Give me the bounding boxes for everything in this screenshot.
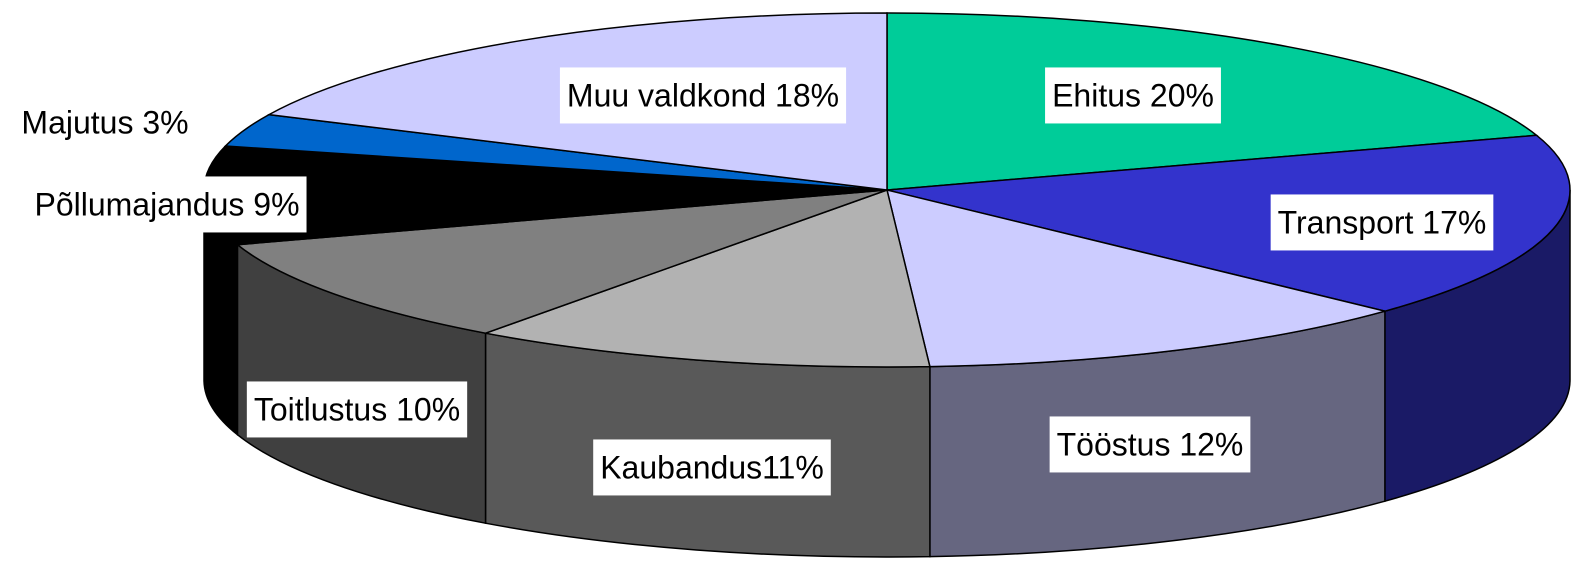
pie-slice <box>885 188 1388 368</box>
pie-slice <box>482 189 931 368</box>
data-label-text: Toitlustus 10% <box>254 391 460 427</box>
data-label-text: Põllumajandus 9% <box>34 186 299 222</box>
data-label: Majutus 3% <box>14 94 196 151</box>
data-label-text: Tööstus 12% <box>1057 426 1244 462</box>
data-label-text: Ehitus 20% <box>1052 77 1214 113</box>
data-label-text: Muu valdkond 18% <box>567 77 839 113</box>
label-box <box>14 94 196 151</box>
pie-slice <box>886 134 1571 312</box>
label-box <box>559 67 847 124</box>
label-box <box>1049 416 1251 473</box>
label-box <box>246 381 468 438</box>
label-box <box>27 176 307 233</box>
pie-slice <box>235 189 888 334</box>
data-label: Tööstus 12% <box>1049 416 1251 473</box>
label-box <box>1270 194 1494 251</box>
label-box <box>593 439 831 496</box>
label-box <box>1045 67 1221 124</box>
data-label: Transport 17% <box>1270 194 1494 251</box>
data-label: Muu valdkond 18% <box>559 67 847 124</box>
data-label-text: Kaubandus11% <box>600 449 824 485</box>
data-label: Põllumajandus 9% <box>27 176 307 233</box>
data-label-text: Transport 17% <box>1278 204 1487 240</box>
data-label-text: Majutus 3% <box>21 104 188 140</box>
data-label: Kaubandus11% <box>593 439 831 496</box>
data-label: Toitlustus 10% <box>246 381 468 438</box>
data-label: Ehitus 20% <box>1045 67 1221 124</box>
